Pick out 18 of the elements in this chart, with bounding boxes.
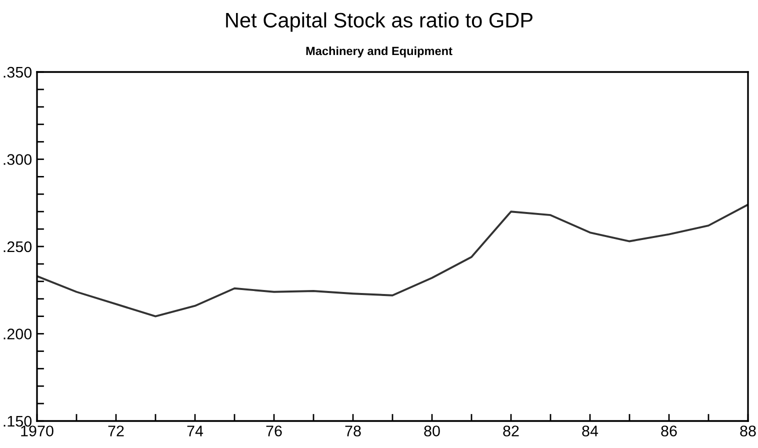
y-tick-label: .150 [4, 416, 32, 427]
x-tick-label: 82 [503, 426, 519, 436]
x-tick-label: 84 [582, 426, 598, 436]
chart-subtitle: Machinery and Equipment [306, 46, 452, 58]
x-tick-label: 86 [661, 426, 677, 436]
y-tick-label: .250 [4, 241, 32, 252]
x-tick-label: 80 [424, 426, 440, 436]
x-tick-label: 74 [187, 426, 204, 436]
line-series [37, 204, 748, 318]
x-tick-label: 76 [266, 426, 282, 436]
x-tick-label: 1970 [21, 426, 54, 436]
y-tick-label: .200 [4, 328, 32, 340]
x-tick-label: 88 [740, 426, 756, 436]
x-tick-label: 78 [345, 426, 361, 436]
y-tick-label: .300 [4, 154, 32, 165]
chart-title: Net Capital Stock as ratio to GDP [226, 12, 532, 32]
y-tick-label: .350 [4, 66, 32, 78]
x-tick-label: 72 [108, 426, 124, 436]
